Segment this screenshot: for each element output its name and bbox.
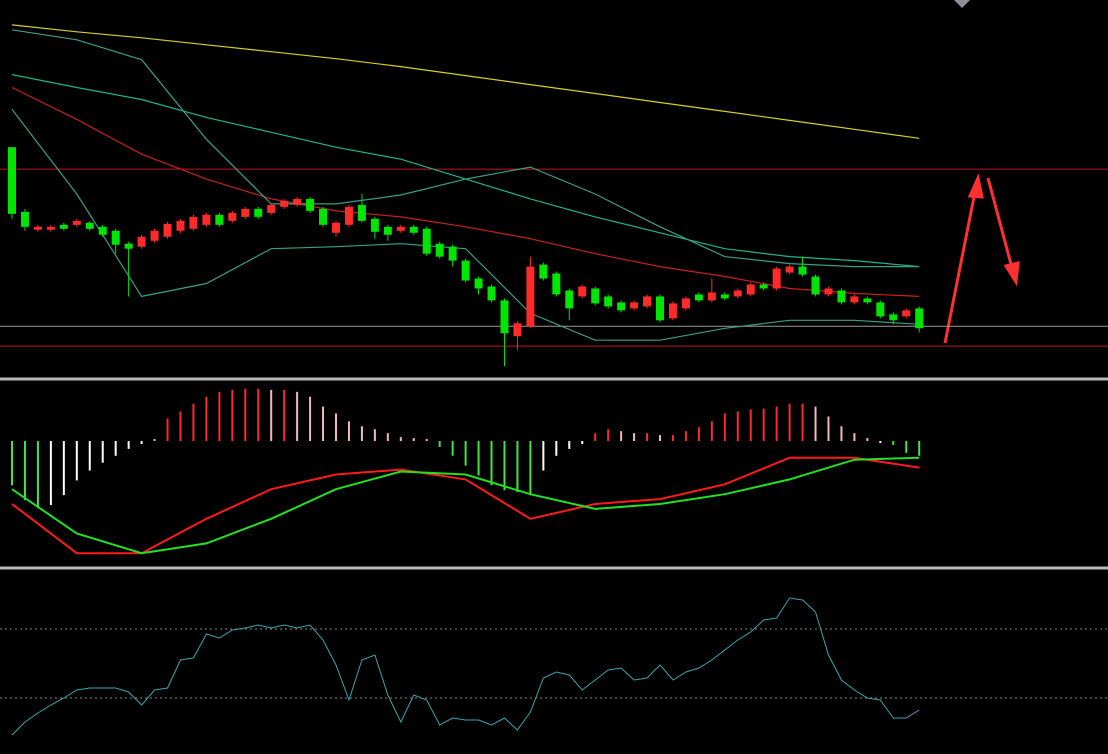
arrow-down — [986, 177, 1014, 269]
candle-body — [746, 284, 755, 295]
candle-body — [720, 294, 729, 299]
line — [11, 597, 920, 736]
candle-body — [357, 204, 366, 221]
candle-body — [759, 284, 768, 289]
candle-body — [578, 286, 587, 297]
candle-body — [319, 208, 328, 225]
candle-body — [863, 298, 872, 303]
line — [11, 29, 920, 268]
candle-body — [630, 302, 639, 309]
candle-body — [435, 243, 444, 257]
candle-body — [837, 290, 846, 303]
line — [11, 109, 920, 341]
candle-body — [656, 296, 664, 321]
arrow-head — [1003, 261, 1020, 287]
candle-body — [228, 212, 237, 221]
line — [11, 86, 920, 297]
candle-body — [85, 222, 94, 229]
candle-body — [487, 286, 496, 301]
candle-body — [267, 204, 276, 213]
candle-body — [889, 314, 898, 321]
candle-body — [785, 266, 794, 273]
scroll-marker — [954, 0, 970, 8]
candle-body — [370, 218, 379, 232]
candle-body — [202, 214, 211, 225]
candle-body — [344, 206, 353, 225]
candle-body — [150, 230, 159, 241]
line — [11, 456, 920, 555]
candle-body — [617, 302, 626, 311]
arrow-up — [943, 191, 977, 344]
line — [11, 456, 920, 555]
candle-body — [189, 216, 198, 229]
candle-body — [876, 302, 885, 317]
candle-body — [241, 208, 250, 217]
candle-body — [332, 222, 340, 233]
candle-body — [811, 276, 820, 295]
candle-body — [98, 226, 107, 235]
candle-body — [383, 226, 392, 235]
candle-body — [59, 224, 68, 229]
candle-body — [422, 228, 431, 254]
candle-body — [461, 260, 470, 281]
candle-body — [591, 288, 600, 304]
candle-body — [409, 226, 418, 233]
arrow-head — [967, 173, 984, 199]
candle-body — [46, 226, 55, 230]
candle-body — [552, 273, 561, 295]
candle-body — [8, 147, 16, 214]
candle-body — [124, 243, 133, 249]
candle-body — [707, 292, 716, 301]
candle-body — [20, 211, 29, 227]
candle-body — [137, 236, 146, 247]
candle-body — [915, 308, 924, 329]
candle-body — [72, 220, 81, 225]
candle-body — [539, 264, 548, 279]
candle-body — [111, 230, 120, 245]
candle-body — [474, 278, 483, 289]
candle-body — [163, 223, 172, 237]
candle-body — [565, 290, 574, 309]
candle-body — [733, 290, 742, 297]
candle-body — [668, 303, 677, 319]
candle-body — [500, 300, 509, 334]
line — [11, 24, 920, 139]
candle-body — [604, 296, 613, 307]
candle-body — [850, 296, 859, 303]
candle-body — [513, 323, 522, 337]
candle-body — [526, 266, 535, 327]
candle-body — [798, 266, 807, 275]
candle-body — [176, 220, 185, 231]
candle-body — [280, 200, 289, 207]
candle-body — [448, 246, 457, 261]
annotation-arrows — [943, 173, 1020, 344]
candle-body — [694, 294, 703, 301]
candle-body — [772, 268, 781, 289]
candle-body — [215, 214, 224, 225]
candle-body — [306, 198, 315, 211]
candle-body — [396, 226, 405, 231]
candle-body — [33, 226, 42, 230]
candle-body — [824, 288, 833, 295]
candle-body — [681, 298, 690, 309]
candle-body — [293, 198, 302, 205]
candle-body — [902, 310, 911, 317]
candle-body — [643, 296, 652, 307]
candle-body — [254, 208, 263, 217]
